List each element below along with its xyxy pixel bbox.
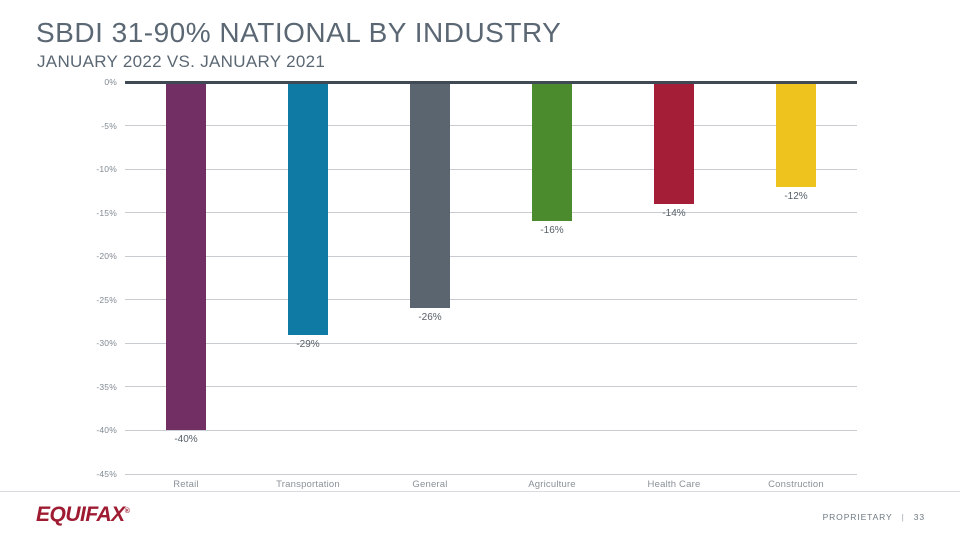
equifax-logo-text: EQUIFAX xyxy=(36,503,125,526)
proprietary-label: PROPRIETARY xyxy=(822,512,893,522)
bar-health-care xyxy=(654,82,694,204)
y-axis-tick-label: -40% xyxy=(96,425,117,436)
registered-trademark-icon: ® xyxy=(124,508,130,515)
equifax-logo: EQUIFAX® xyxy=(36,503,130,527)
gridline xyxy=(125,299,857,301)
value-label-transportation: -29% xyxy=(296,338,320,350)
y-axis-tick-label: -45% xyxy=(96,469,117,479)
gridline xyxy=(125,125,857,127)
gridline xyxy=(125,386,857,388)
zero-axis-line xyxy=(125,80,857,84)
y-axis-tick-label: -30% xyxy=(96,338,117,349)
value-label-retail: -40% xyxy=(174,434,198,446)
value-label-construction: -12% xyxy=(784,190,808,202)
y-axis-tick-label: -5% xyxy=(101,120,117,131)
y-axis-tick-label: -25% xyxy=(96,294,117,305)
footer-separator: | xyxy=(901,512,905,522)
y-axis-tick-label: -15% xyxy=(96,207,117,218)
y-axis-tick-label: -10% xyxy=(96,164,117,175)
gridline xyxy=(125,429,857,431)
page-subtitle: JANUARY 2022 VS. JANUARY 2021 xyxy=(37,52,326,71)
category-label-retail: Retail xyxy=(173,479,199,490)
page-title: SBDI 31-90% NATIONAL BY INDUSTRY xyxy=(36,17,562,48)
footer-divider xyxy=(0,491,960,492)
gridline xyxy=(125,212,857,214)
y-axis-tick-label: -20% xyxy=(96,251,117,262)
category-label-transportation: Transportation xyxy=(276,479,340,490)
bar-construction xyxy=(776,82,816,187)
category-label-agriculture: Agriculture xyxy=(528,479,576,490)
page-number: 33 xyxy=(913,512,925,522)
gridline xyxy=(125,168,857,170)
category-label-construction: Construction xyxy=(768,479,824,490)
bar-transportation xyxy=(288,82,328,335)
category-label-health-care: Health Care xyxy=(647,479,701,490)
footer-meta: PROPRIETARY | 33 xyxy=(823,512,925,522)
gridline xyxy=(125,473,857,475)
bar-general xyxy=(410,82,450,309)
value-label-health-care: -14% xyxy=(662,207,686,219)
y-axis-tick-label: 0% xyxy=(104,77,117,87)
y-axis-tick-label: -35% xyxy=(96,381,117,392)
value-label-agriculture: -16% xyxy=(540,225,564,237)
value-label-general: -26% xyxy=(418,312,442,324)
bar-agriculture xyxy=(532,82,572,222)
category-label-general: General xyxy=(412,479,448,490)
bar-retail xyxy=(166,82,206,431)
gridline xyxy=(125,255,857,257)
gridline xyxy=(125,342,857,344)
